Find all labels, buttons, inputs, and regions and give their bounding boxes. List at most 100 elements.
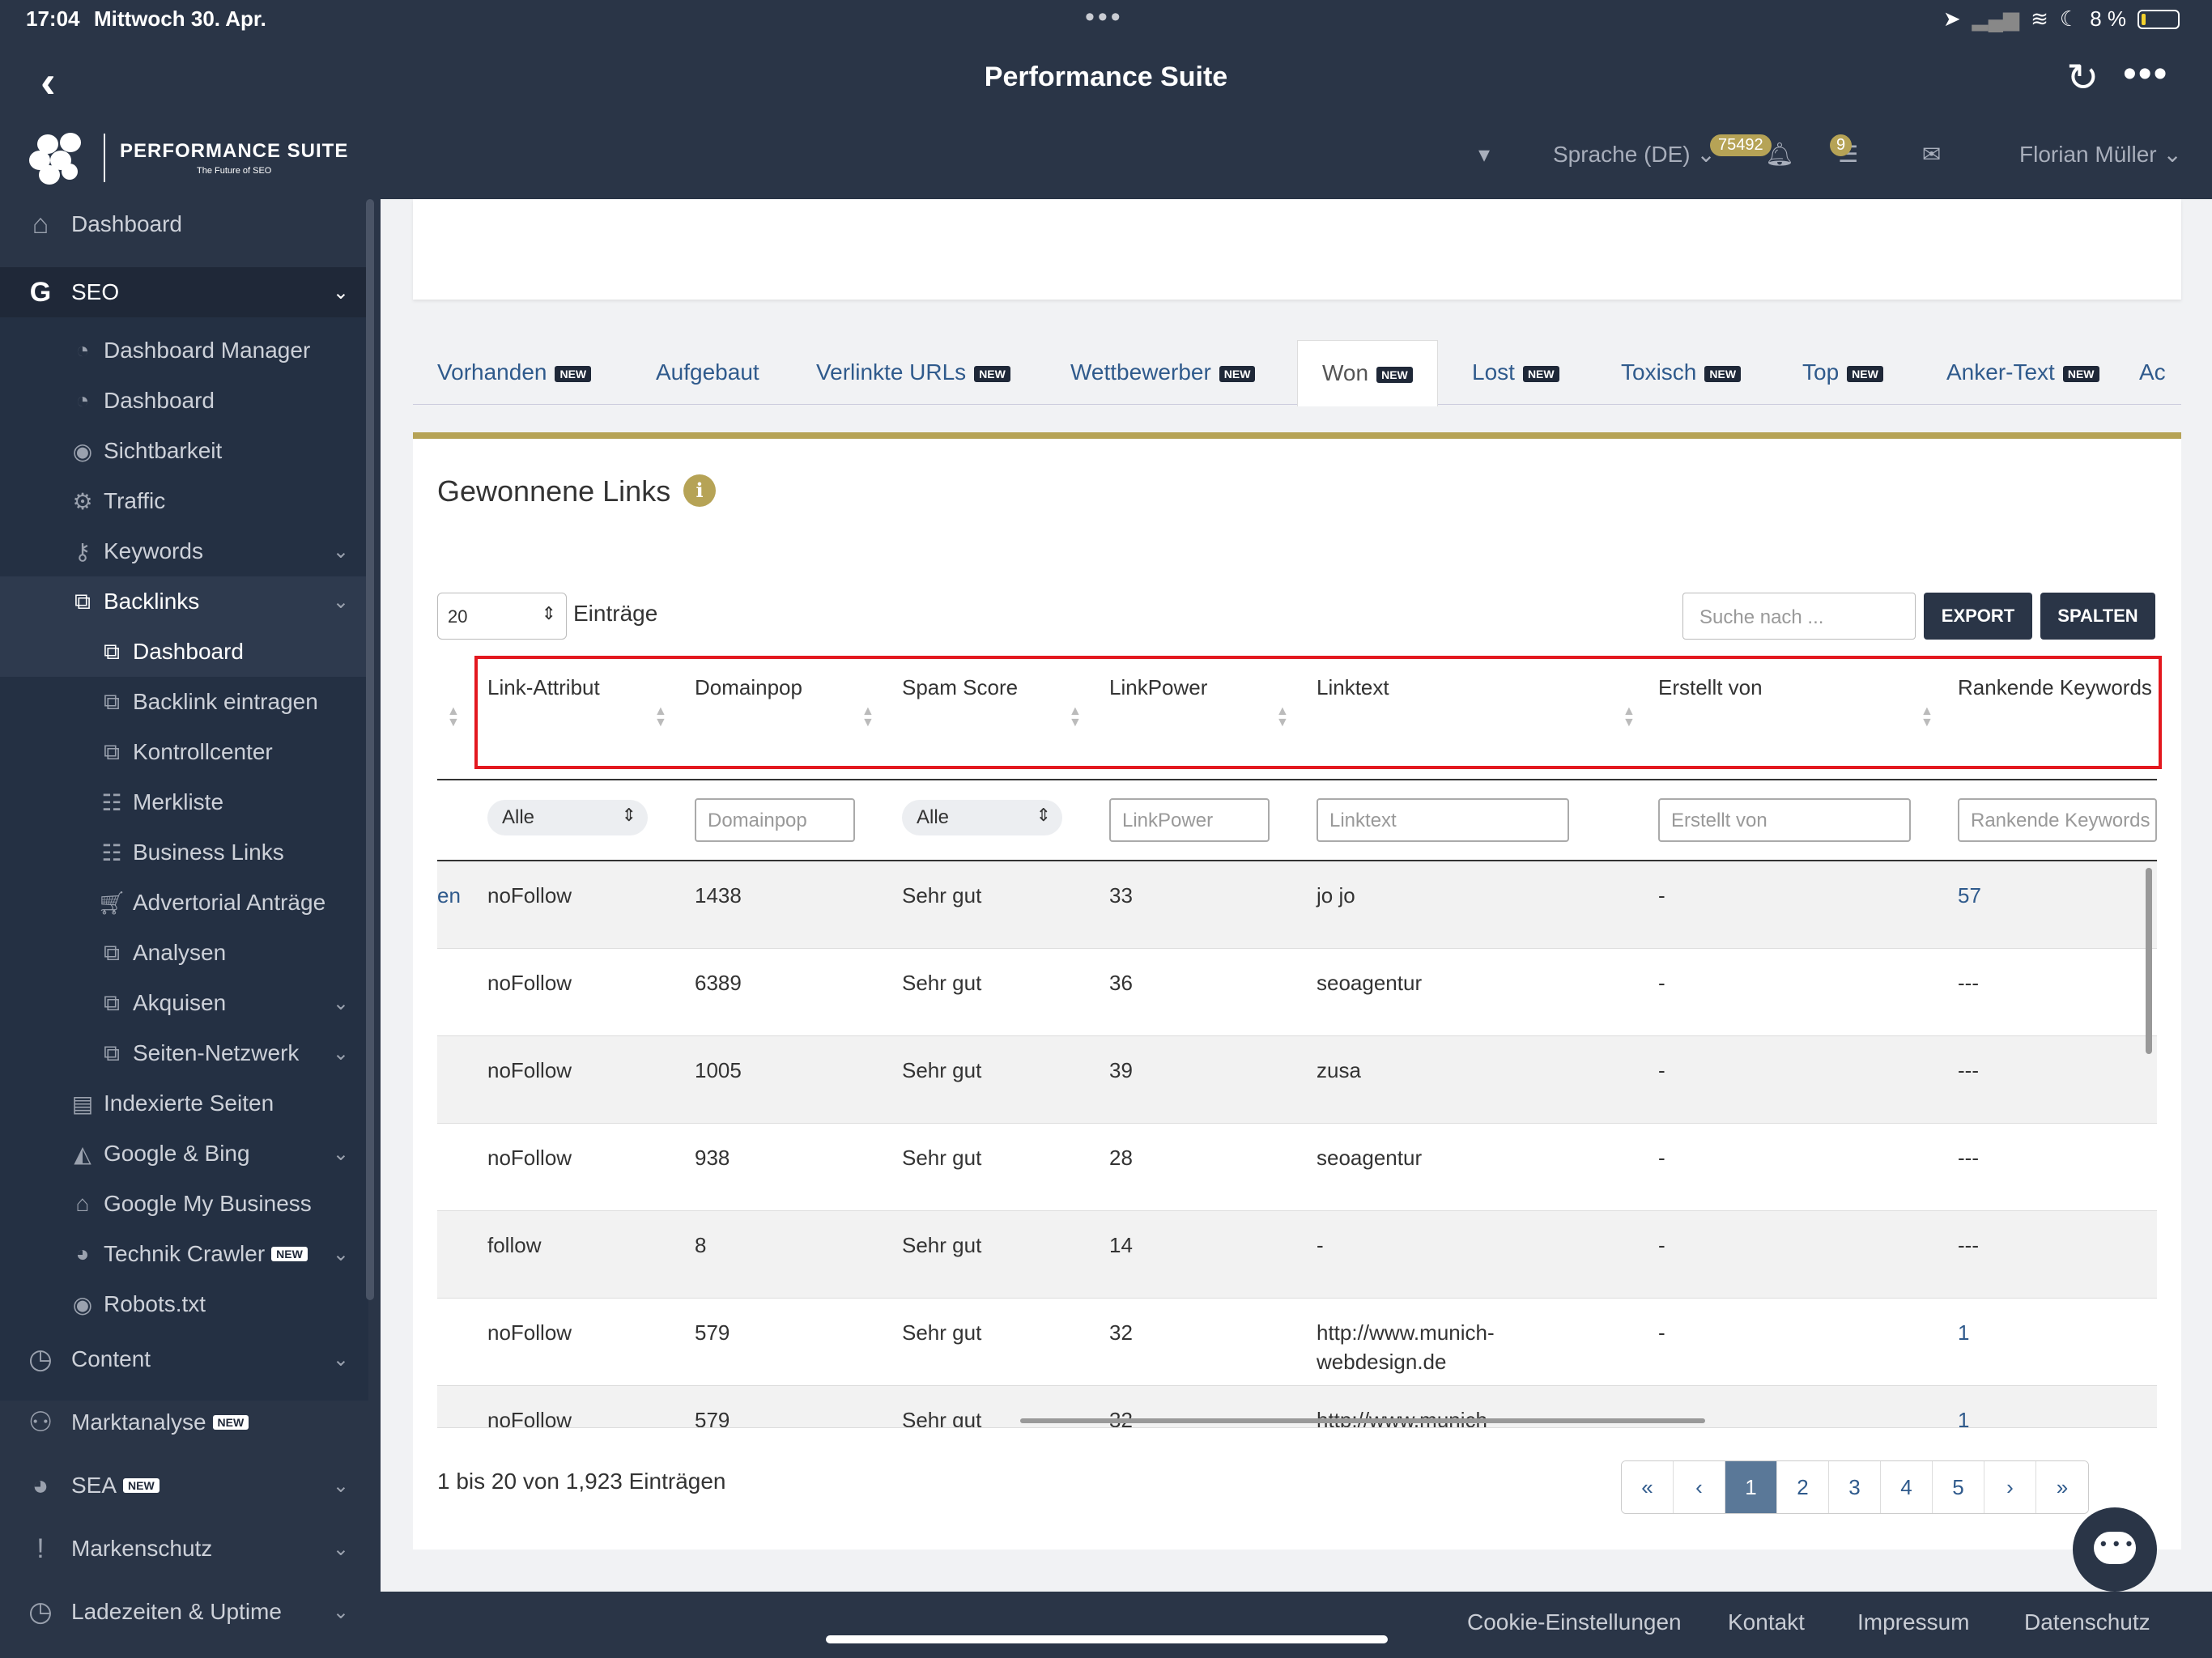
external-link-icon: ⧉ [104,638,120,664]
tab-partial[interactable]: Ac [2129,340,2181,405]
footer-link-impressum[interactable]: Impressum [1857,1609,1970,1635]
column-header-linktext[interactable]: Linktext [1317,675,1389,699]
export-button[interactable]: EXPORT [1924,593,2032,640]
page-button[interactable]: 5 [1933,1461,1984,1513]
page-button[interactable]: 2 [1777,1461,1829,1513]
battery-icon [2138,9,2180,29]
tab-toxisch[interactable]: Toxisch NEW [1597,340,1765,405]
sidebar-item-sichtbarkeit[interactable]: ◉ Sichtbarkeit [0,426,368,476]
tab-won[interactable]: Won NEW [1297,340,1438,406]
sort-icon[interactable]: ▲ ▼ [1921,704,1933,729]
language-select[interactable]: Sprache (DE) ⌄ [1553,142,1716,167]
info-icon[interactable]: i [683,474,716,507]
more-options-icon[interactable]: ••• [2123,53,2169,96]
domain-dropdown-chevron-icon[interactable]: ▾ [1478,142,1491,167]
footer-link-datenschutz[interactable]: Datenschutz [2024,1609,2150,1635]
sort-icon[interactable]: ▲ ▼ [861,704,874,729]
back-chevron-icon[interactable]: ‹ [40,56,56,107]
sidebar-item-google-bing[interactable]: ◭ Google & Bing ⌄ [0,1129,368,1179]
tab-wettbewerber[interactable]: Wettbewerber NEW [1046,340,1279,405]
tab-vorhanden[interactable]: Vorhanden NEW [413,340,615,405]
logo[interactable]: PERFORMANCE SUITE The Future of SEO [29,133,348,185]
sort-icon[interactable]: ▲ ▼ [1623,704,1636,729]
multitasking-dots-icon[interactable]: ••• [1085,2,1124,32]
sidebar-item-technik-crawler[interactable]: ◕ Technik Crawler NEW ⌄ [0,1229,368,1279]
sidebar-item-ladezeiten-uptime[interactable]: ◷ Ladezeiten & Uptime ⌄ [0,1587,368,1637]
sidebar-item-advertorial-antraege[interactable]: 🛒︎ Advertorial Anträge [0,878,368,928]
sidebar-item-marktanalyse[interactable]: ⚇ Marktanalyse NEW [0,1397,368,1448]
sidebar-item-seo[interactable]: G SEO ⌄ [0,267,368,317]
home-indicator[interactable] [826,1635,1388,1643]
sidebar-item-backlinks-dashboard[interactable]: ⧉ Dashboard [0,627,368,677]
sidebar-item-google-my-business[interactable]: ⌂ Google My Business [0,1179,368,1229]
new-badge: NEW [1522,365,1559,382]
refresh-icon[interactable]: ↻ [2066,57,2099,100]
tab-lost[interactable]: Lost NEW [1448,340,1584,405]
sidebar-item-robots-txt[interactable]: ◉ Robots.txt [0,1279,368,1329]
filter-spam-score-select[interactable]: Alle ⇕ [902,800,1062,835]
user-menu[interactable]: Florian Müller ⌄ [2019,142,2182,167]
filter-domainpop-input[interactable]: Domainpop [695,798,855,842]
column-header-erstellt-von[interactable]: Erstellt von [1658,675,1763,699]
battery-percent: 8 % [2090,6,2126,31]
sidebar-item-keywords[interactable]: ⚷ Keywords ⌄ [0,526,368,576]
tab-top[interactable]: Top NEW [1778,340,1908,405]
filter-link-attribut-select[interactable]: Alle ⇕ [487,800,648,835]
prev-page-icon[interactable]: ‹ [1674,1461,1725,1513]
sidebar-item-content[interactable]: ◷ Content ⌄ [0,1334,368,1384]
sidebar-item-indexierte-seiten[interactable]: ▤ Indexierte Seiten [0,1078,368,1129]
table-horizontal-scrollbar[interactable] [1020,1418,1705,1423]
first-page-icon[interactable]: « [1622,1461,1674,1513]
chevron-down-icon: ⌄ [332,992,349,1014]
sidebar-item-akquisen[interactable]: ⧉ Akquisen ⌄ [0,978,368,1028]
chat-icon [2094,1532,2136,1564]
filter-linktext-input[interactable]: Linktext [1317,798,1569,842]
sort-icon[interactable]: ▲ ▼ [447,704,460,729]
sidebar-item-seo-dashboard[interactable]: ◔ Dashboard [0,376,368,426]
column-header-domainpop[interactable]: Domainpop [695,675,802,699]
sidebar-item-markenschutz[interactable]: ! Markenschutz ⌄ [0,1524,368,1574]
sidebar-item-backlink-eintragen[interactable]: ⧉ Backlink eintragen [0,677,368,727]
filter-erstellt-von-input[interactable]: Erstellt von [1658,798,1911,842]
row-url-fragment[interactable]: en [437,883,461,908]
last-page-icon[interactable]: » [2036,1461,2088,1513]
sort-icon[interactable]: ▲ ▼ [1069,704,1082,729]
sidebar-item-merkliste[interactable]: ☷ Merkliste [0,777,368,827]
columns-button[interactable]: SPALTEN [2040,593,2155,640]
cell-keywords-link[interactable]: 1 [1958,1320,1970,1345]
column-header-linkpower[interactable]: LinkPower [1109,675,1208,699]
sidebar-item-backlinks[interactable]: ⧉ Backlinks ⌄ [0,576,368,627]
sidebar-item-dashboard[interactable]: ⌂ Dashboard [0,199,368,249]
filter-keywords-input[interactable]: Rankende Keywords [1958,798,2157,842]
sidebar-item-seiten-netzwerk[interactable]: ⧉ Seiten-Netzwerk ⌄ [0,1028,368,1078]
column-header-link-attribut[interactable]: Link-Attribut [487,675,600,699]
sort-icon[interactable]: ▲ ▼ [654,704,667,729]
sidebar-item-sea[interactable]: ◕ SEA NEW ⌄ [0,1460,368,1511]
entries-length-select[interactable]: 20 ⇕ [437,593,567,640]
sidebar-item-traffic[interactable]: ⚙ Traffic [0,476,368,526]
column-header-spam-score[interactable]: Spam Score [902,675,1019,699]
chat-button[interactable] [2073,1507,2157,1592]
cell-keywords-link[interactable]: 57 [1958,883,1981,908]
footer-link-kontakt[interactable]: Kontakt [1728,1609,1805,1635]
tab-aufgebaut[interactable]: Aufgebaut [632,340,784,405]
sidebar-item-analysen[interactable]: ⧉ Analysen [0,928,368,978]
page-button[interactable]: 4 [1881,1461,1933,1513]
page-button[interactable]: 3 [1829,1461,1881,1513]
mail-icon[interactable]: ✉ [1922,142,1942,167]
footer-link-cookies[interactable]: Cookie-Einstellungen [1467,1609,1682,1635]
cell-keywords-link[interactable]: 1 [1958,1408,1970,1428]
sidebar-item-business-links[interactable]: ☷ Business Links [0,827,368,878]
table-vertical-scrollbar[interactable] [2146,868,2152,1054]
search-input[interactable]: Suche nach ... [1682,593,1916,640]
next-page-icon[interactable]: › [1984,1461,2036,1513]
tab-verlinkte-urls[interactable]: Verlinkte URLs NEW [792,340,1035,405]
page-button-current[interactable]: 1 [1725,1461,1777,1513]
sidebar-item-dashboard-manager[interactable]: ◔ Dashboard Manager [0,325,368,376]
filter-linkpower-input[interactable]: LinkPower [1109,798,1270,842]
tab-anker-text[interactable]: Anker-Text NEW [1922,340,2124,405]
sidebar-item-kontrollcenter[interactable]: ⧉ Kontrollcenter [0,727,368,777]
column-header-rankende-keywords[interactable]: Rankende Keywords [1958,675,2152,699]
sort-icon[interactable]: ▲ ▼ [1276,704,1289,729]
sidebar-scrollbar[interactable] [366,199,374,1300]
